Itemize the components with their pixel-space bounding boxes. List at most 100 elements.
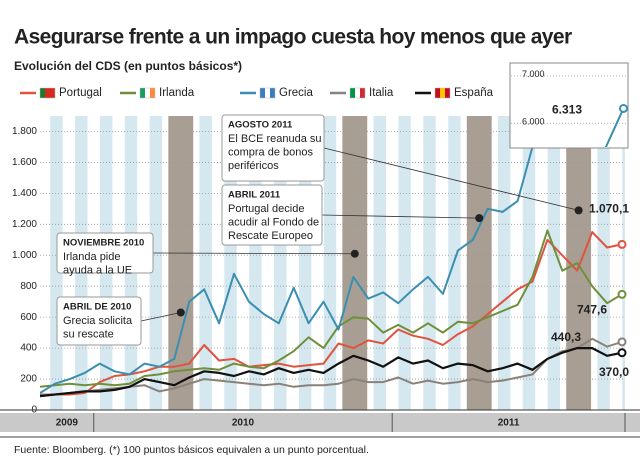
legend-label: Grecia xyxy=(279,87,313,99)
legend-flag xyxy=(145,88,150,98)
end-marker xyxy=(617,337,627,347)
annotation-box xyxy=(221,184,323,246)
annotation-text: Grecia solicita xyxy=(63,315,133,327)
legend-flag-border xyxy=(349,87,366,99)
y-tick-label: 1.000 xyxy=(12,250,37,261)
month-stripe xyxy=(522,116,536,410)
legend-flag xyxy=(350,88,355,98)
legend-flag xyxy=(140,88,145,98)
series-line xyxy=(40,347,623,398)
y-tick-label: 1.800 xyxy=(12,126,37,137)
month-stripe xyxy=(423,116,436,410)
legend-label: Portugal xyxy=(59,87,102,99)
month-stripe xyxy=(199,116,212,410)
y-tick-label: 1.200 xyxy=(12,219,37,230)
legend-flag xyxy=(440,88,445,98)
annotation-box xyxy=(56,232,154,274)
series-layer xyxy=(40,116,623,398)
legend-flag xyxy=(40,88,45,98)
end-marker xyxy=(617,348,627,358)
legend-flag-border xyxy=(434,87,451,99)
annotation-dot xyxy=(176,308,185,317)
legend-flag-border xyxy=(139,87,156,99)
inset-tick-label: 7.000 xyxy=(522,69,545,79)
annotation-text: Irlanda pide xyxy=(63,251,121,263)
annotation-title: NOVIEMBRE 2010 xyxy=(63,238,144,249)
end-marker xyxy=(618,103,628,113)
value-label: 440,3 xyxy=(551,330,581,344)
legend-flag xyxy=(445,88,450,98)
source-note: Fuente: Bloomberg. (*) 100 puntos básico… xyxy=(14,444,369,456)
legend-flag xyxy=(50,88,55,98)
legend-label: Italia xyxy=(369,87,394,99)
event-band xyxy=(342,116,368,410)
chart-subtitle: Evolución del CDS (en puntos básicos*) xyxy=(14,59,242,73)
annotation-text: compra de bonos xyxy=(228,146,313,158)
legend-label: Irlanda xyxy=(159,87,195,99)
series-line xyxy=(40,116,541,394)
leader-line xyxy=(152,252,355,255)
annotation-text: El BCE reanuda su xyxy=(228,133,322,145)
annotation-text: su rescate xyxy=(63,328,114,340)
legend-flag xyxy=(360,88,365,98)
x-period-label: 2009 xyxy=(56,418,79,429)
inset-frame xyxy=(509,62,629,149)
series-line xyxy=(40,229,623,388)
series-line xyxy=(40,231,623,398)
chart-title: Asegurarse frente a un impago cuesta hoy… xyxy=(14,26,572,49)
x-period-label: 2011 xyxy=(498,418,520,429)
event-band xyxy=(168,116,194,410)
y-tick-label: 400 xyxy=(20,343,37,354)
month-stripe xyxy=(622,116,625,410)
series-line xyxy=(40,337,623,396)
annotation-dot xyxy=(574,206,583,215)
legend-flag xyxy=(45,88,50,98)
legend-flag xyxy=(270,88,275,98)
end-marker xyxy=(617,239,627,249)
leader-line xyxy=(323,147,579,211)
value-label: 1.070,1 xyxy=(589,202,629,216)
leader-line xyxy=(321,214,480,219)
legend-flag xyxy=(260,88,265,98)
y-tick-label: 800 xyxy=(20,281,37,292)
x-axis-strip xyxy=(0,413,640,432)
legend-flag-border xyxy=(259,87,276,99)
annotation-title: ABRIL 2011 xyxy=(228,190,281,201)
legend-flag xyxy=(150,88,155,98)
legend-flag-border xyxy=(39,87,56,99)
y-tick-label: 1.400 xyxy=(12,188,37,199)
annotation-text: acudir al Fondo de xyxy=(228,216,319,228)
month-stripe xyxy=(497,116,511,410)
annotation-title: ABRIL DE 2010 xyxy=(63,302,131,313)
value-label: 6.313 xyxy=(552,103,582,117)
annotation-text: Portugal decide xyxy=(228,203,304,215)
event-band xyxy=(466,116,492,410)
annotation-text: Rescate Europeo xyxy=(228,230,313,242)
y-tick-label: 200 xyxy=(20,374,37,385)
annotation-box xyxy=(221,114,325,182)
month-stripe xyxy=(597,116,610,410)
legend-flag xyxy=(265,88,270,98)
month-stripe xyxy=(149,116,163,410)
value-label: 370,0 xyxy=(599,365,629,379)
annotation-dot xyxy=(350,249,359,258)
annotation-dot xyxy=(475,214,484,223)
inset-tick-label: 6.000 xyxy=(522,117,545,127)
x-period-label: 2010 xyxy=(232,418,255,429)
legend-flag xyxy=(355,88,360,98)
y-tick-label: 600 xyxy=(20,312,37,323)
annotation-box xyxy=(56,296,142,346)
value-label: 747,6 xyxy=(577,302,607,316)
month-stripe xyxy=(323,116,337,410)
leader-line xyxy=(140,312,181,322)
annotation-text: ayuda a la UE xyxy=(63,264,132,276)
month-stripe xyxy=(373,116,386,410)
annotation-text: periféricos xyxy=(228,160,279,172)
month-stripe xyxy=(398,116,411,410)
y-tick-label: 1.600 xyxy=(12,157,37,168)
end-marker xyxy=(617,289,627,299)
legend-label: España xyxy=(454,87,494,99)
month-stripe xyxy=(547,116,561,410)
annotation-title: AGOSTO 2011 xyxy=(228,120,293,131)
